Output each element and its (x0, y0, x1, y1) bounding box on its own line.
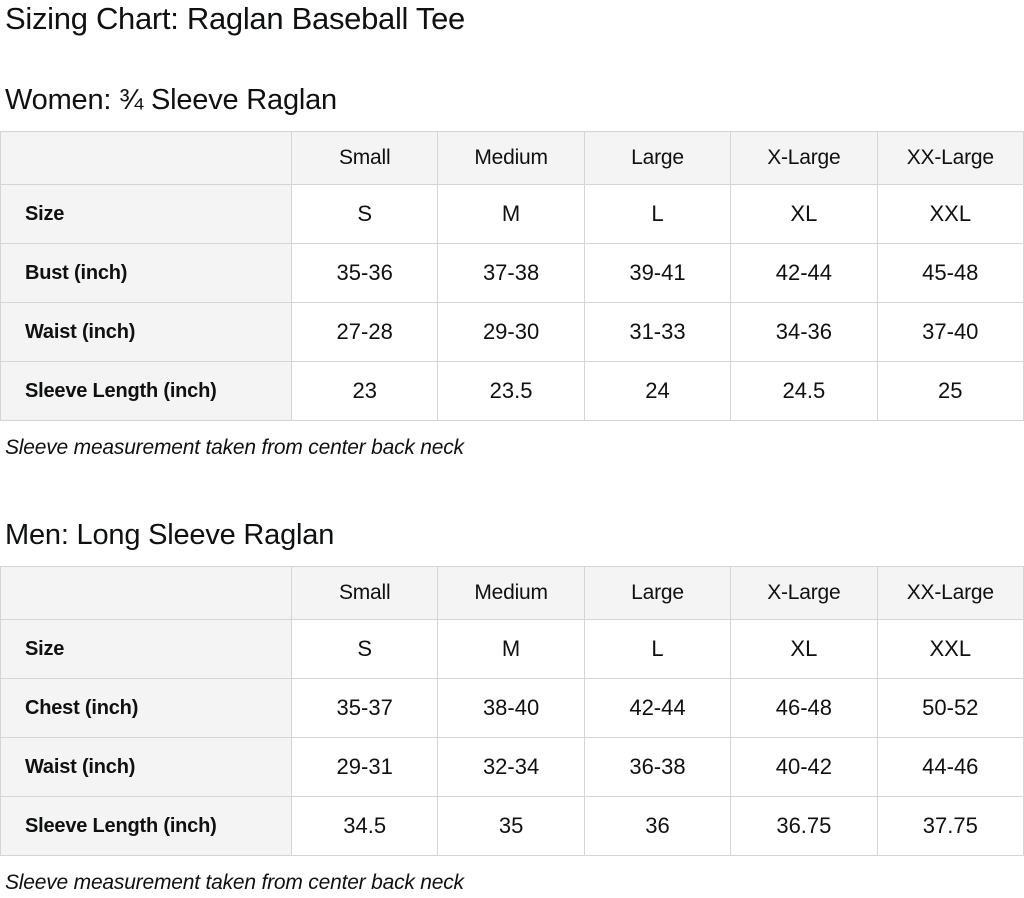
table-header-row: Small Medium Large X-Large XX-Large (0, 131, 1024, 185)
sleeve-note-men: Sleeve measurement taken from center bac… (5, 871, 464, 894)
page-title: Sizing Chart: Raglan Baseball Tee (5, 1, 465, 36)
measurement-cell: 39-41 (583, 243, 732, 303)
corner-cell (0, 131, 292, 185)
measurement-cell: 45-48 (876, 243, 1024, 303)
measurement-cell: 23 (290, 361, 439, 421)
measurement-cell: 42-44 (583, 678, 732, 738)
column-header-xlarge: X-Large (730, 131, 878, 185)
measurement-cell: 38-40 (437, 678, 585, 738)
column-header-xxlarge: XX-Large (876, 566, 1024, 620)
row-label-bust: Bust (inch) (0, 243, 292, 303)
sizing-table-men: Small Medium Large X-Large XX-Large Size… (0, 566, 1024, 856)
table-row-sleeve-length: Sleeve Length (inch) 34.5 35 36 36.75 37… (0, 796, 1024, 856)
column-header-medium: Medium (437, 131, 585, 185)
measurement-cell: 29-30 (437, 302, 585, 362)
table-row-waist: Waist (inch) 27-28 29-30 31-33 34-36 37-… (0, 302, 1024, 362)
measurement-cell: 37-38 (437, 243, 585, 303)
measurement-cell: 34-36 (730, 302, 878, 362)
measurement-cell: 36-38 (583, 737, 732, 797)
section-heading-women: Women: ¾ Sleeve Raglan (5, 84, 337, 116)
size-cell: XXL (876, 619, 1024, 679)
size-cell: XXL (876, 184, 1024, 244)
measurement-cell: 50-52 (876, 678, 1024, 738)
measurement-cell: 25 (876, 361, 1024, 421)
table-row-sleeve-length: Sleeve Length (inch) 23 23.5 24 24.5 25 (0, 361, 1024, 421)
row-label-waist: Waist (inch) (0, 737, 292, 797)
table-row-size: Size S M L XL XXL (0, 184, 1024, 244)
row-label-sleeve-length: Sleeve Length (inch) (0, 796, 292, 856)
table-row-bust: Bust (inch) 35-36 37-38 39-41 42-44 45-4… (0, 243, 1024, 303)
table-row-size: Size S M L XL XXL (0, 619, 1024, 679)
row-label-size: Size (0, 619, 292, 679)
measurement-cell: 46-48 (730, 678, 878, 738)
measurement-cell: 31-33 (583, 302, 732, 362)
measurement-cell: 42-44 (730, 243, 878, 303)
section-heading-men: Men: Long Sleeve Raglan (5, 519, 335, 551)
column-header-large: Large (583, 566, 732, 620)
table-row-waist: Waist (inch) 29-31 32-34 36-38 40-42 44-… (0, 737, 1024, 797)
row-label-size: Size (0, 184, 292, 244)
size-cell: M (437, 184, 585, 244)
measurement-cell: 37-40 (876, 302, 1024, 362)
measurement-cell: 35-36 (290, 243, 439, 303)
measurement-cell: 40-42 (730, 737, 878, 797)
row-label-sleeve-length: Sleeve Length (inch) (0, 361, 292, 421)
row-label-chest: Chest (inch) (0, 678, 292, 738)
measurement-cell: 27-28 (290, 302, 439, 362)
column-header-xlarge: X-Large (730, 566, 878, 620)
column-header-small: Small (290, 131, 439, 185)
table-row-chest: Chest (inch) 35-37 38-40 42-44 46-48 50-… (0, 678, 1024, 738)
sleeve-note-women: Sleeve measurement taken from center bac… (5, 436, 464, 459)
corner-cell (0, 566, 292, 620)
size-cell: L (583, 619, 732, 679)
column-header-xxlarge: XX-Large (876, 131, 1024, 185)
size-cell: XL (730, 184, 878, 244)
measurement-cell: 24 (583, 361, 732, 421)
sizing-table-women: Small Medium Large X-Large XX-Large Size… (0, 131, 1024, 421)
measurement-cell: 36 (583, 796, 732, 856)
column-header-small: Small (290, 566, 439, 620)
measurement-cell: 32-34 (437, 737, 585, 797)
measurement-cell: 29-31 (290, 737, 439, 797)
measurement-cell: 23.5 (437, 361, 585, 421)
measurement-cell: 34.5 (290, 796, 439, 856)
column-header-medium: Medium (437, 566, 585, 620)
size-cell: S (290, 619, 439, 679)
measurement-cell: 24.5 (730, 361, 878, 421)
measurement-cell: 35-37 (290, 678, 439, 738)
measurement-cell: 36.75 (730, 796, 878, 856)
size-cell: M (437, 619, 585, 679)
measurement-cell: 37.75 (876, 796, 1024, 856)
size-cell: L (583, 184, 732, 244)
measurement-cell: 35 (437, 796, 585, 856)
row-label-waist: Waist (inch) (0, 302, 292, 362)
column-header-large: Large (583, 131, 732, 185)
size-cell: S (290, 184, 439, 244)
size-cell: XL (730, 619, 878, 679)
measurement-cell: 44-46 (876, 737, 1024, 797)
table-header-row: Small Medium Large X-Large XX-Large (0, 566, 1024, 620)
